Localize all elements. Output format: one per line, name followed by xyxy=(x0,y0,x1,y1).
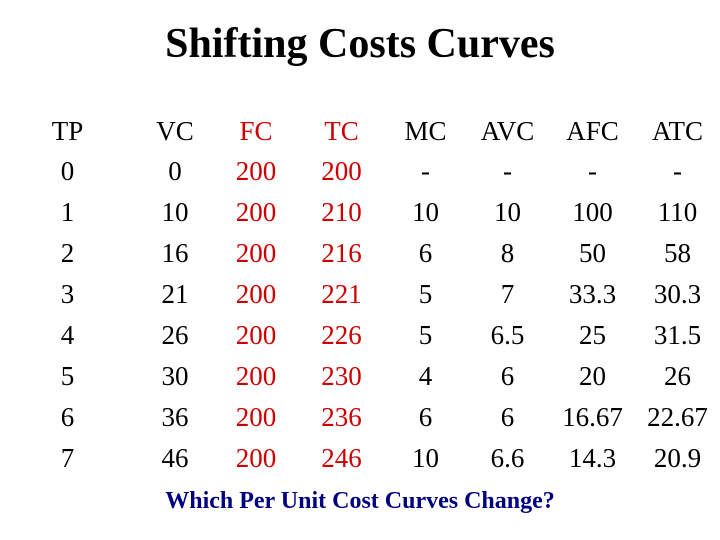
cell-fc: 200 xyxy=(235,197,277,227)
cell-tp: 1 xyxy=(60,197,75,227)
cell-atc: - xyxy=(673,156,682,186)
cell-atc: 30.3 xyxy=(653,279,702,309)
cell-vc: 16 xyxy=(161,238,189,268)
cell-afc: 16.67 xyxy=(562,402,623,432)
cell-mc: 6 xyxy=(418,238,433,268)
table-row: 3 21 200 221 5 7 33.3 30.3 xyxy=(0,274,720,315)
cell-afc: 100 xyxy=(572,197,613,227)
cell-tc: 210 xyxy=(321,197,362,227)
cell-fc: 200 xyxy=(235,238,277,268)
cell-vc: 26 xyxy=(161,320,189,350)
column-header-atc: ATC xyxy=(651,116,703,146)
cell-afc: 20 xyxy=(579,361,606,391)
cell-fc: 200 xyxy=(235,443,277,473)
cell-tc: 216 xyxy=(321,238,362,268)
cell-mc: 5 xyxy=(418,320,433,350)
cell-tp: 0 xyxy=(60,156,75,186)
cell-avc: 6.6 xyxy=(490,443,525,473)
cell-tp: 2 xyxy=(60,238,75,268)
cell-tc: 221 xyxy=(321,279,362,309)
cell-atc: 22.67 xyxy=(647,402,708,432)
table-row: 4 26 200 226 5 6.5 25 31.5 xyxy=(0,315,720,356)
column-header-avc: AVC xyxy=(480,116,535,146)
cell-vc: 36 xyxy=(161,402,189,432)
table-row: 7 46 200 246 10 6.6 14.3 20.9 xyxy=(0,438,720,479)
cell-tc: 236 xyxy=(321,402,362,432)
cell-atc: 20.9 xyxy=(653,443,702,473)
cell-tp: 5 xyxy=(60,361,75,391)
cell-mc: 5 xyxy=(418,279,433,309)
cell-afc: 33.3 xyxy=(568,279,617,309)
cell-mc: 10 xyxy=(412,443,439,473)
table-header-row: TP VC FC TC MC AVC AFC ATC xyxy=(0,111,720,151)
cell-tp: 7 xyxy=(60,443,75,473)
cell-vc: 0 xyxy=(168,156,182,186)
cell-tp: 4 xyxy=(60,320,75,350)
cell-fc: 200 xyxy=(235,320,277,350)
cell-atc: 58 xyxy=(664,238,691,268)
cell-vc: 46 xyxy=(161,443,189,473)
cell-afc: 50 xyxy=(579,238,606,268)
cell-tc: 230 xyxy=(321,361,362,391)
column-header-mc: MC xyxy=(404,116,447,146)
table-row: 2 16 200 216 6 8 50 58 xyxy=(0,233,720,274)
cell-afc: - xyxy=(588,156,597,186)
cell-tc: 200 xyxy=(321,156,362,186)
cell-avc: 6 xyxy=(500,402,515,432)
column-header-afc: AFC xyxy=(566,116,619,146)
cost-table: TP VC FC TC MC AVC AFC ATC 0 0 200 200- - - -1 10 200 21… xyxy=(0,111,720,479)
table-row: 1 10 200 210 10 10 100 110 xyxy=(0,192,720,233)
cell-mc: 6 xyxy=(418,402,433,432)
column-header-tc: TC xyxy=(324,116,359,146)
cell-fc: 200 xyxy=(235,156,277,186)
cell-avc: 7 xyxy=(500,279,515,309)
cell-tc: 246 xyxy=(321,443,362,473)
table-body: 0 0 200 200- - - -1 10 200 210 10 10 100 110 2 16 200 216… xyxy=(0,151,720,479)
footer-question: Which Per Unit Cost Curves Change? xyxy=(165,488,555,514)
cell-vc: 10 xyxy=(161,197,189,227)
cell-avc: 8 xyxy=(500,238,515,268)
cell-avc: 10 xyxy=(494,197,521,227)
slide-title: Shifting Costs Curves xyxy=(165,21,555,67)
cell-mc: - xyxy=(421,156,430,186)
cell-vc: 21 xyxy=(161,279,189,309)
table-row: 5 30 200 230 4 6 20 26 xyxy=(0,356,720,397)
cell-afc: 14.3 xyxy=(568,443,617,473)
cell-vc: 30 xyxy=(161,361,189,391)
cell-atc: 110 xyxy=(657,197,698,227)
cell-mc: 4 xyxy=(418,361,433,391)
cell-atc: 31.5 xyxy=(653,320,702,350)
table-row: 6 36 200 236 6 6 16.67 22.67 xyxy=(0,397,720,438)
cell-avc: 6.5 xyxy=(490,320,525,350)
column-header-tp: TP xyxy=(51,116,84,146)
cell-avc: - xyxy=(503,156,512,186)
cell-fc: 200 xyxy=(235,279,277,309)
cell-fc: 200 xyxy=(235,402,277,432)
column-header-vc: VC xyxy=(156,116,194,146)
cell-afc: 25 xyxy=(579,320,606,350)
cell-tp: 6 xyxy=(60,402,75,432)
cell-avc: 6 xyxy=(500,361,515,391)
cell-mc: 10 xyxy=(412,197,439,227)
column-header-fc: FC xyxy=(239,116,273,146)
table-row: 0 0 200 200 - - - - xyxy=(0,151,720,192)
cell-atc: 26 xyxy=(664,361,691,391)
cell-fc: 200 xyxy=(235,361,277,391)
cell-tc: 226 xyxy=(321,320,362,350)
cell-tp: 3 xyxy=(60,279,75,309)
